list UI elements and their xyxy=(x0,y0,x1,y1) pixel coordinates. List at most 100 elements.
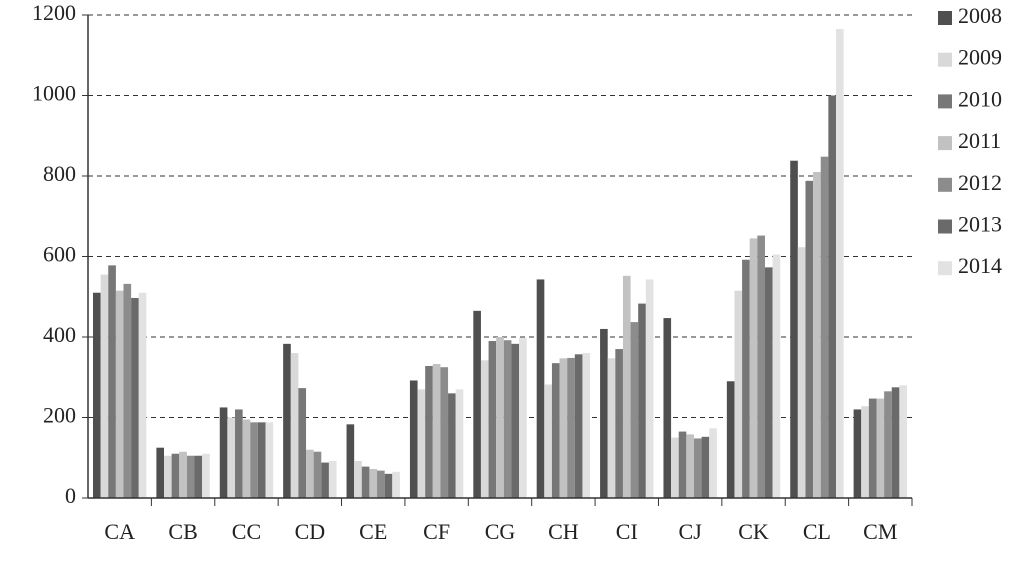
bar xyxy=(171,453,180,498)
bar xyxy=(503,340,512,498)
y-tick-label: 800 xyxy=(43,161,76,186)
x-tick-label: CI xyxy=(616,519,638,544)
bar xyxy=(377,470,385,498)
y-tick-label: 600 xyxy=(43,242,76,267)
x-tick-label: CG xyxy=(485,519,516,544)
x-tick-label: CF xyxy=(423,519,450,544)
bar xyxy=(186,455,195,498)
bar xyxy=(409,380,418,498)
legend-swatch xyxy=(938,261,952,276)
bar xyxy=(835,29,844,499)
bar xyxy=(156,447,165,498)
x-tick-label: CK xyxy=(738,519,769,544)
bar xyxy=(283,343,291,498)
bar xyxy=(354,460,362,498)
legend-swatch xyxy=(938,11,952,25)
bar xyxy=(328,460,337,498)
bar xyxy=(813,171,821,498)
bar xyxy=(884,391,892,498)
x-tick-label: CE xyxy=(359,519,387,544)
bar xyxy=(820,156,829,498)
bar xyxy=(805,180,814,498)
x-tick-label: CM xyxy=(863,519,897,544)
legend-label: 2012 xyxy=(958,170,1002,195)
bar xyxy=(757,235,765,498)
bar xyxy=(123,283,132,498)
bar xyxy=(219,407,228,498)
bar xyxy=(306,449,314,498)
bar xyxy=(440,367,449,498)
bar xyxy=(638,303,646,498)
bar xyxy=(179,451,187,498)
bar xyxy=(671,437,679,498)
bar xyxy=(749,238,758,498)
bar xyxy=(313,451,322,498)
legend-label: 2013 xyxy=(958,212,1002,237)
legend-label: 2010 xyxy=(958,86,1002,111)
bar xyxy=(448,393,456,498)
bar xyxy=(574,354,583,498)
x-tick-label: CB xyxy=(168,519,197,544)
bar xyxy=(194,455,203,498)
bar xyxy=(511,343,520,498)
bar xyxy=(473,310,481,498)
x-tick-label: CA xyxy=(104,519,135,544)
bar xyxy=(250,422,258,498)
bar xyxy=(567,357,575,498)
bar xyxy=(797,247,806,498)
bar xyxy=(257,422,266,498)
bar xyxy=(559,358,568,498)
bar xyxy=(622,275,631,498)
legend-label: 2008 xyxy=(958,3,1002,28)
bar xyxy=(290,353,299,498)
x-tick-label: CC xyxy=(232,519,261,544)
x-tick-label: CD xyxy=(295,519,326,544)
legend-swatch xyxy=(938,52,952,67)
bar xyxy=(544,384,552,498)
bar xyxy=(227,417,236,498)
bar xyxy=(346,424,355,498)
bar xyxy=(607,358,616,498)
bar xyxy=(582,353,591,498)
bar xyxy=(828,95,836,498)
bar xyxy=(536,279,545,498)
y-tick-label: 0 xyxy=(65,483,76,508)
bar xyxy=(853,409,862,498)
bar xyxy=(108,265,116,498)
legend-swatch xyxy=(938,219,952,234)
bar xyxy=(100,274,109,498)
bar xyxy=(496,337,504,498)
bar xyxy=(645,279,654,498)
bar xyxy=(519,337,527,498)
bar xyxy=(242,419,251,498)
legend-label: 2009 xyxy=(958,45,1002,70)
bar xyxy=(868,398,877,498)
bar xyxy=(701,436,710,498)
legend-swatch xyxy=(938,136,952,151)
bar xyxy=(235,409,243,498)
bar xyxy=(600,328,608,498)
bar xyxy=(265,422,274,498)
bar xyxy=(115,290,124,498)
bar xyxy=(742,259,750,498)
bar xyxy=(417,389,426,498)
bar xyxy=(432,363,441,498)
bar xyxy=(488,341,497,498)
bar xyxy=(298,388,307,498)
bar xyxy=(615,349,623,498)
bar xyxy=(93,292,101,498)
bar xyxy=(551,363,560,498)
bar xyxy=(131,297,139,498)
x-tick-label: CL xyxy=(803,519,831,544)
bar xyxy=(392,471,400,498)
bar xyxy=(138,292,147,498)
bar xyxy=(164,455,172,498)
bar xyxy=(764,267,773,498)
x-tick-label: CJ xyxy=(679,519,703,544)
bar xyxy=(202,453,210,498)
y-tick-label: 1000 xyxy=(32,81,76,106)
bar xyxy=(891,387,900,498)
bar xyxy=(663,318,672,498)
bar xyxy=(861,406,869,498)
